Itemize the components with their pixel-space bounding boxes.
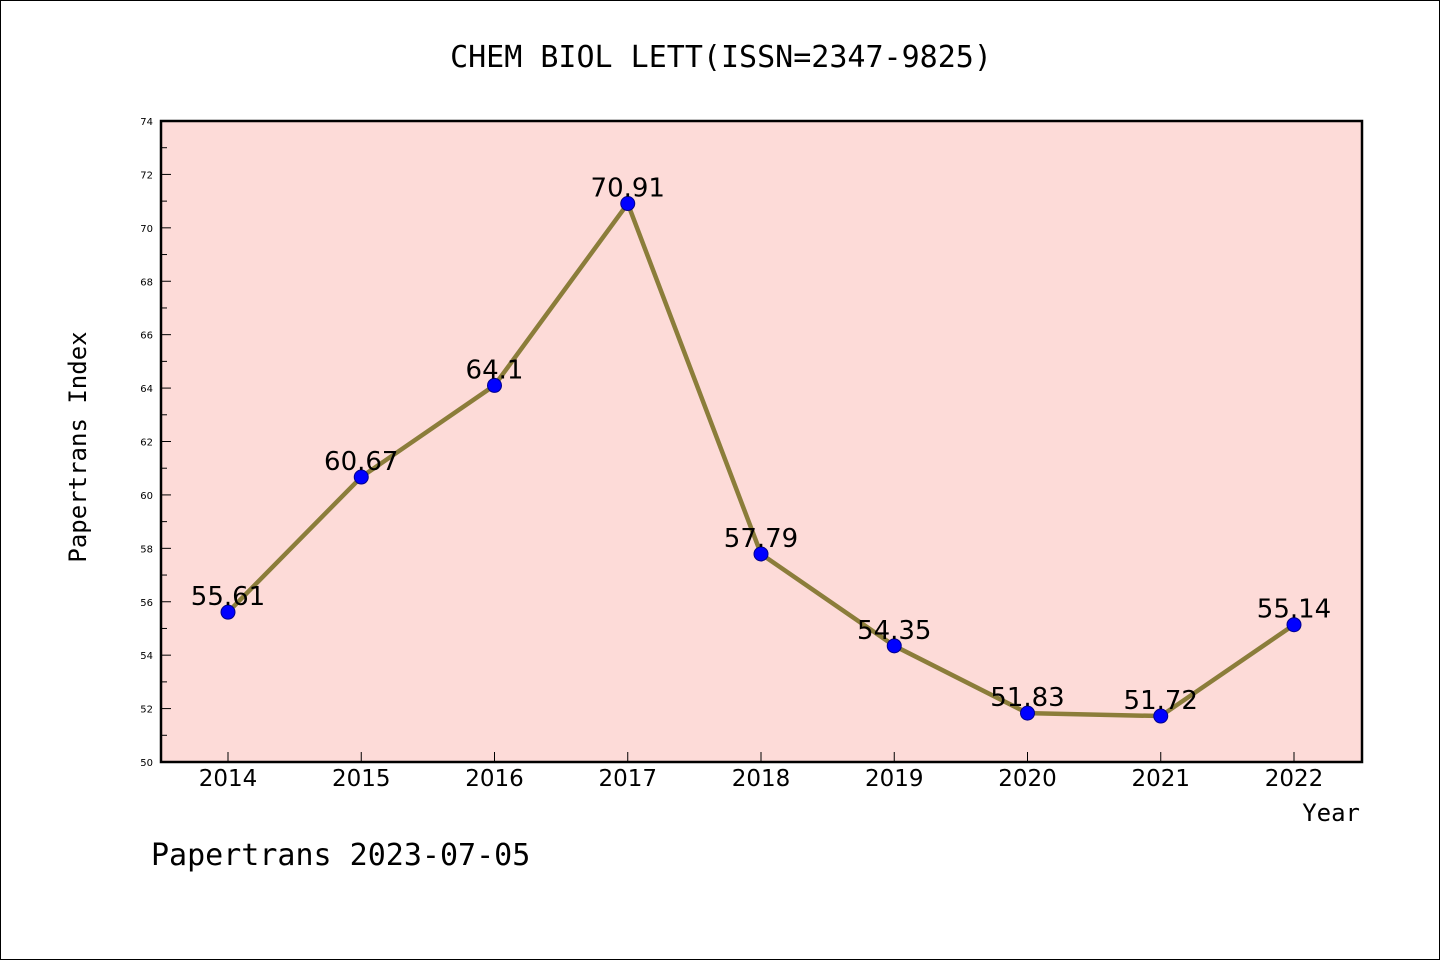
- x-tick-label: 2015: [332, 766, 391, 792]
- y-tick-label: 58: [140, 544, 153, 555]
- data-point: [753, 546, 769, 562]
- y-axis: 50 52 54 56 58 60 62 64 66 68 70 72 74: [140, 117, 171, 769]
- x-tick-label: 2014: [199, 766, 258, 792]
- data-point: [620, 196, 636, 212]
- y-tick-label: 74: [140, 117, 153, 128]
- data-label: 54.35: [857, 616, 931, 646]
- y-tick-label: 68: [140, 277, 153, 288]
- y-tick-label: 66: [140, 331, 153, 342]
- y-tick-label: 52: [140, 705, 153, 716]
- data-point: [353, 469, 369, 485]
- data-label: 57.79: [724, 524, 798, 554]
- data-point: [1286, 617, 1302, 633]
- data-point: [1153, 708, 1169, 724]
- y-tick-label: 50: [140, 758, 153, 769]
- y-axis-label: Papertrans Index: [64, 331, 92, 562]
- y-tick-label: 62: [140, 438, 153, 449]
- x-tick-label: 2020: [998, 766, 1057, 792]
- data-point: [1020, 705, 1035, 721]
- data-label: 51.72: [1124, 686, 1198, 716]
- data-label: 70.91: [591, 174, 665, 204]
- x-axis: 2014 2015 2016 2017 2018 2019 2020 2021 2022: [199, 752, 1324, 792]
- x-axis-label: Year: [1302, 799, 1360, 827]
- plot-area: [159, 119, 1364, 764]
- x-tick-label: 2022: [1265, 766, 1324, 792]
- x-tick-label: 2021: [1131, 766, 1190, 792]
- data-label: 64.1: [466, 355, 524, 385]
- y-tick-label: 56: [140, 598, 153, 609]
- data-label: 60.67: [324, 447, 398, 477]
- x-tick-label: 2018: [732, 766, 791, 792]
- data-label: 51.83: [990, 683, 1064, 713]
- x-tick-label: 2019: [865, 766, 924, 792]
- data-label: 55.61: [191, 582, 265, 612]
- x-tick-label: 2017: [598, 766, 657, 792]
- y-tick-label: 72: [140, 170, 153, 181]
- chart-title: CHEM BIOL LETT(ISSN=2347-9825): [450, 40, 992, 75]
- series-group: [220, 196, 1302, 724]
- x-tick-label: 2016: [465, 766, 524, 792]
- y-tick-label: 54: [140, 651, 153, 662]
- footer-credit: Papertrans 2023-07-05: [151, 838, 530, 873]
- data-point: [220, 604, 236, 620]
- y-tick-label: 64: [140, 384, 153, 395]
- y-tick-label: 60: [140, 491, 153, 502]
- data-point: [487, 377, 502, 393]
- data-point: [886, 638, 902, 654]
- data-label: 55.14: [1257, 595, 1331, 625]
- data-labels: 55.61 60.67 64.1 70.91 57.79 54.35 51.83 51.72 5…: [191, 174, 1331, 717]
- y-tick-label: 70: [140, 224, 153, 235]
